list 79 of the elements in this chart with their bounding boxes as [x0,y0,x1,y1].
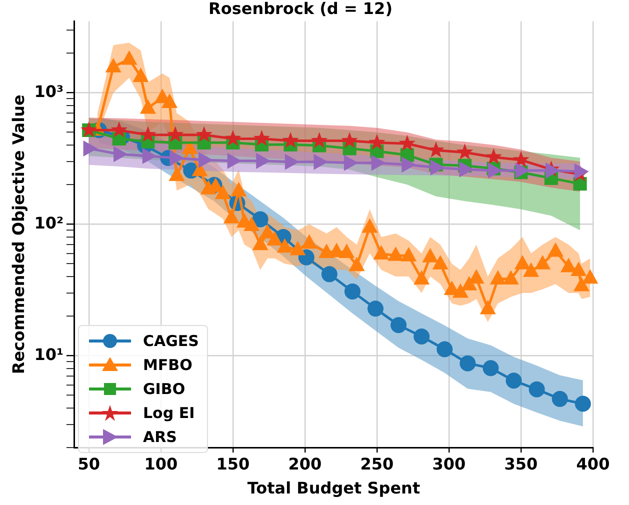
y-axis-title: Recommended Objective Value [8,94,28,374]
y-tick-label: 10³ [34,82,64,101]
point [132,68,149,82]
point [214,184,231,200]
point [456,144,474,160]
point [514,254,530,270]
x-tick-label: 150 [216,454,250,474]
point [490,270,506,284]
point [373,245,390,260]
x-tick-label: 400 [576,454,610,474]
point [452,283,468,298]
point [244,216,260,231]
point [414,270,430,284]
point [548,242,564,257]
point [371,154,386,171]
point [338,244,355,258]
legend-label: ARS [143,428,177,446]
point [502,270,519,284]
point [321,266,338,282]
point [344,154,358,171]
x-tick-label: 350 [504,454,538,474]
point [398,134,416,151]
x-tick-label: 200 [288,454,322,474]
point [253,130,270,146]
point [348,256,365,272]
point [166,126,184,142]
x-tick-label: 50 [78,454,100,474]
point [428,141,444,158]
x-tick-label: 250 [360,454,394,474]
x-axis-title: Total Budget Spent [247,478,420,498]
point [230,182,247,196]
point [223,208,240,224]
point [252,236,268,250]
point [432,254,448,270]
y-tick-label: 10¹ [34,344,64,364]
point [282,132,299,148]
point [284,154,300,170]
point [400,247,417,262]
point [290,240,306,256]
point [362,218,378,233]
point [388,246,404,261]
point [570,262,587,276]
point [110,121,128,138]
point [430,160,445,176]
point [276,238,293,253]
point [252,211,268,228]
legend-label: CAGES [143,332,199,350]
point [368,134,386,150]
point [140,99,156,114]
point [162,94,178,108]
point [534,254,551,270]
point [196,126,212,142]
legend-label: Log EI [143,404,195,422]
point [515,162,530,179]
point [512,151,530,168]
point [488,162,502,179]
point [402,156,416,173]
point [224,130,242,146]
legend-label: MFBO [143,356,192,374]
x-tick-label: 300 [432,454,466,474]
point [341,132,358,148]
point [266,231,283,246]
point [573,276,590,292]
point [301,234,318,249]
point [344,283,360,300]
point [168,166,185,182]
point [461,276,478,290]
point [182,140,198,154]
point [480,300,496,314]
y-tick-label: 10² [34,213,64,232]
legend-label: GIBO [143,380,186,398]
chart-title: Rosenbrock (d = 12) [208,0,392,18]
x-tick-label: 100 [144,454,178,474]
point [140,126,156,142]
point [485,148,502,164]
point [310,132,328,148]
point [582,269,598,284]
point [422,248,438,262]
point [523,262,540,277]
